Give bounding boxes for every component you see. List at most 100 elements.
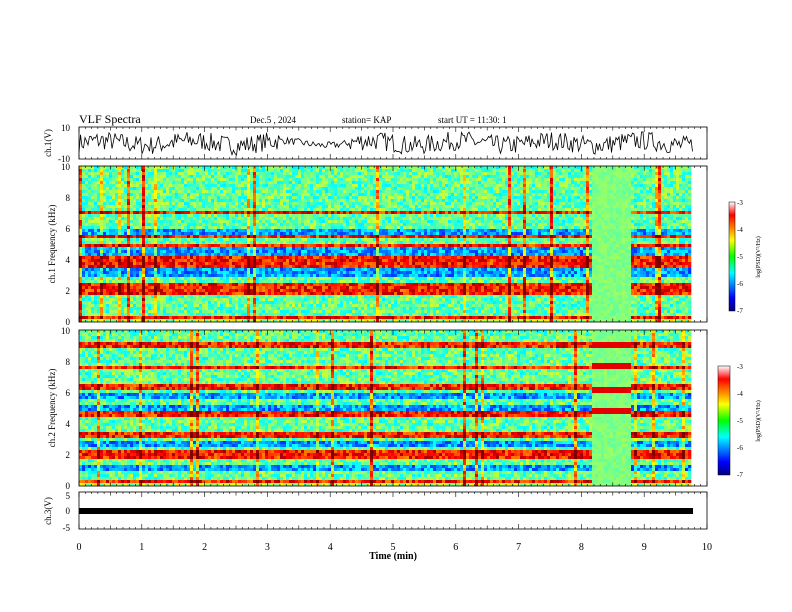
ch1-spectrogram-cell <box>247 229 251 233</box>
ch1-spectrogram-cell <box>649 181 653 185</box>
ch1-spectrogram-cell <box>433 214 437 218</box>
ch1-spectrogram-cell <box>238 226 242 230</box>
ch1-spectrogram-cell <box>82 187 86 191</box>
ch1-spectrogram-cell <box>652 184 656 188</box>
ch1-spectrogram-cell <box>664 178 668 182</box>
ch1-spectrogram-cell <box>139 181 143 185</box>
ch1-spectrogram-cell <box>82 226 86 230</box>
ch1-spectrogram-cell <box>418 205 422 209</box>
ch1-spectrogram-cell <box>163 226 167 230</box>
ch1-spectrogram-cell <box>559 229 563 233</box>
ch1-spectrogram-cell <box>295 175 299 179</box>
ch1-spectrogram-cell <box>496 232 500 236</box>
ch1-spectrogram-cell <box>493 169 497 173</box>
ch1-spectrogram-cell <box>307 211 311 215</box>
ch1-spectrogram-cell <box>556 172 560 176</box>
ch1-spectrogram-cell <box>214 226 218 230</box>
ch1-spectrogram-cell <box>298 196 302 200</box>
ch1-spectrogram-cell <box>367 208 371 212</box>
ch1-spectrogram-cell <box>262 208 266 212</box>
ch1-spectrogram-cell <box>532 208 536 212</box>
ch1-spectrogram-cell <box>379 193 383 197</box>
ch1-spectrogram-cell <box>214 169 218 173</box>
ch1-spectrogram-cell <box>493 226 497 230</box>
ch1-spectrogram-cell <box>502 214 506 218</box>
ch1-spectrogram-cell <box>343 196 347 200</box>
ch1-spectrogram-cell <box>412 202 416 206</box>
ch1-spectrogram-cell <box>226 211 230 215</box>
ch1-spectrogram-cell <box>445 232 449 236</box>
ch1-spectrogram-cell <box>346 208 350 212</box>
ch1-spectrogram-cell <box>427 184 431 188</box>
ch1-spectrogram-cell <box>142 187 146 191</box>
ch1-spectrogram-cell <box>376 220 380 224</box>
ch1-spectrogram-cell <box>514 184 518 188</box>
ch1-spectrogram-cell <box>283 178 287 182</box>
ch1-spectrogram-cell <box>484 229 488 233</box>
ch1-spectrogram-cell <box>409 211 413 215</box>
ch1-spectrogram-cell <box>673 235 677 239</box>
ch1-spectrogram-cell <box>598 187 602 191</box>
ch1-spectrogram-cell <box>661 211 665 215</box>
ch1-spectrogram-cell <box>688 175 692 179</box>
ch1-spectrogram-cell <box>394 208 398 212</box>
ch1-spectrogram-cell <box>595 193 599 197</box>
ch1-spectrogram-cell <box>685 184 689 188</box>
ch1-spectrogram-cell <box>466 235 470 239</box>
ch1-spectrogram-cell <box>556 235 560 239</box>
ch1-spectrogram-cell <box>553 229 557 233</box>
ch1-spectrogram-cell <box>394 202 398 206</box>
ch1-spectrogram-cell <box>346 220 350 224</box>
ch1-spectrogram-cell <box>520 193 524 197</box>
ch1-spectrogram-cell <box>154 202 158 206</box>
ch1-spectrogram-cell <box>259 202 263 206</box>
ch1-spectrogram-cell <box>637 199 641 203</box>
ch1-spectrogram-cell <box>568 190 572 194</box>
ch1-spectrogram-cell <box>481 187 485 191</box>
ch1-spectrogram-cell <box>670 172 674 176</box>
ch1-spectrogram-cell <box>352 208 356 212</box>
ch1-spectrogram-cell <box>481 172 485 176</box>
ch1-spectrogram-cell <box>193 238 197 242</box>
ch1-spectrogram-cell <box>103 166 107 170</box>
ch1-spectrogram-cell <box>85 223 89 227</box>
ch1-spectrogram-cell <box>292 214 296 218</box>
ch1-spectrogram-cell <box>415 181 419 185</box>
ch1-spectrogram-cell <box>412 181 416 185</box>
ch1-spectrogram-cell <box>235 199 239 203</box>
ch1-spectrogram-cell <box>169 178 173 182</box>
ch1-spectrogram-cell <box>421 175 425 179</box>
ch1-spectrogram-cell <box>175 229 179 233</box>
ch1-spectrogram-cell <box>286 175 290 179</box>
ch1-spectrogram-cell <box>526 193 530 197</box>
ch1-spectrogram-cell <box>277 169 281 173</box>
ch1-spectrogram-cell <box>415 196 419 200</box>
ch1-spectrogram-cell <box>496 193 500 197</box>
ch1-spectrogram-cell <box>664 193 668 197</box>
ch1-spectrogram-cell <box>217 196 221 200</box>
ch1-spectrogram-cell <box>445 190 449 194</box>
ch1-spectrogram-cell <box>628 229 632 233</box>
ch1-spectrogram-cell <box>391 172 395 176</box>
ch1-spectrogram-cell <box>250 169 254 173</box>
ch1-spectrogram-cell <box>490 199 494 203</box>
ch1-spectrogram-cell <box>208 178 212 182</box>
ch1-spectrogram-cell <box>151 196 155 200</box>
ch1-spectrogram-cell <box>463 211 467 215</box>
ch1-spectrogram-cell <box>316 202 320 206</box>
ch1-spectrogram-cell <box>409 178 413 182</box>
ch1-spectrogram-cell <box>613 205 617 209</box>
ch1-spectrogram-cell <box>265 229 269 233</box>
ch1-spectrogram-cell <box>475 178 479 182</box>
ch1-spectrogram-cell <box>583 214 587 218</box>
ch1-spectrogram-cell <box>631 184 635 188</box>
ch1-spectrogram-cell <box>610 190 614 194</box>
ch1-spectrogram-cell <box>277 196 281 200</box>
ch1-spectrogram-cell <box>148 235 152 239</box>
ch1-spectrogram-cell <box>271 178 275 182</box>
ch1-spectrogram-cell <box>205 211 209 215</box>
ch1-spectrogram-cell <box>445 199 449 203</box>
ch1-spectrogram-cell <box>535 235 539 239</box>
ch1-spectrogram-cell <box>226 226 230 230</box>
ch1-spectrogram-cell <box>160 217 164 221</box>
